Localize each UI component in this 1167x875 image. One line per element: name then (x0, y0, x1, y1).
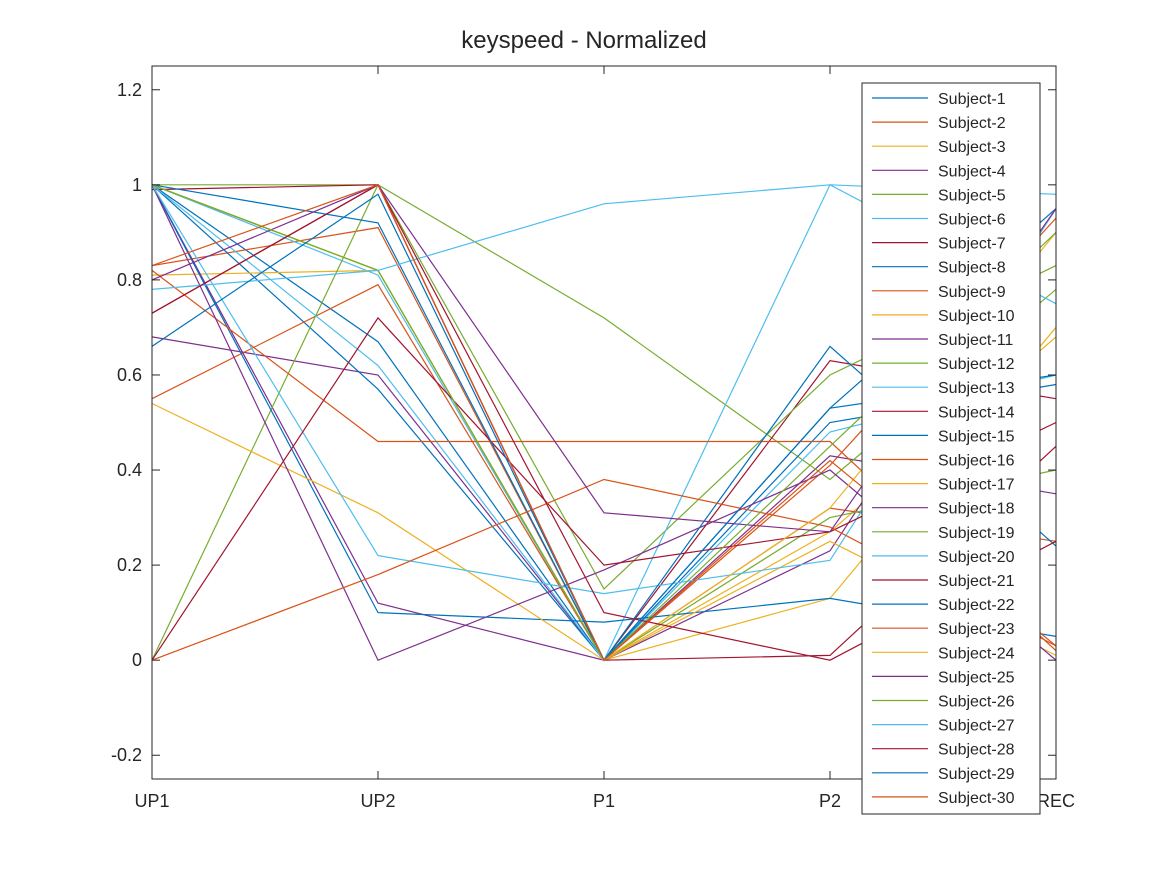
legend: Subject-1 Subject-2 Subject-3 Subject-4 Subj… (861, 82, 1041, 815)
legend-label: Subject-1 (938, 91, 1006, 108)
legend-label: Subject-30 (938, 790, 1015, 807)
legend-label: Subject-23 (938, 621, 1015, 638)
y-tick-label: 1 (132, 175, 142, 195)
legend-label: Subject-15 (938, 428, 1015, 445)
legend-label: Subject-9 (938, 284, 1006, 301)
legend-label: Subject-11 (938, 332, 1013, 349)
y-axis: -0.2 0 0.2 0.4 0.6 0.8 1 1.2 (111, 80, 1056, 765)
legend-label: Subject-8 (938, 260, 1006, 277)
x-tick-label: P2 (819, 791, 841, 811)
legend-label: Subject-16 (938, 453, 1015, 470)
legend-label: Subject-22 (938, 597, 1015, 614)
legend-label: Subject-20 (938, 549, 1015, 566)
y-tick-label: 0 (132, 650, 142, 670)
legend-label: Subject-28 (938, 742, 1015, 759)
legend-box (861, 82, 1041, 815)
legend-label: Subject-18 (938, 501, 1015, 518)
legend-label: Subject-7 (938, 236, 1006, 253)
legend-label: Subject-19 (938, 525, 1015, 542)
legend-label: Subject-2 (938, 115, 1006, 132)
y-tick-label: 0.6 (117, 365, 142, 385)
legend-label: Subject-21 (938, 573, 1015, 590)
legend-label: Subject-6 (938, 212, 1006, 229)
y-tick-label: 0.2 (117, 555, 142, 575)
x-tick-label: UP2 (360, 791, 395, 811)
legend-label: Subject-17 (938, 477, 1015, 494)
x-axis: UP1 UP2 P1 P2 REC (134, 66, 1075, 811)
legend-label: Subject-10 (938, 308, 1015, 325)
legend-label: Subject-26 (938, 694, 1015, 711)
x-tick-label: UP1 (134, 791, 169, 811)
legend-label: Subject-25 (938, 669, 1015, 686)
legend-label: Subject-5 (938, 187, 1006, 204)
y-tick-label: -0.2 (111, 745, 142, 765)
legend-label: Subject-27 (938, 718, 1015, 735)
legend-label: Subject-4 (938, 163, 1006, 180)
legend-label: Subject-12 (938, 356, 1015, 373)
y-tick-label: 0.4 (117, 460, 142, 480)
x-tick-label: REC (1037, 791, 1075, 811)
x-tick-label: P1 (593, 791, 615, 811)
legend-label: Subject-29 (938, 766, 1015, 783)
y-tick-label: 0.8 (117, 270, 142, 290)
chart-title: keyspeed - Normalized (461, 27, 706, 54)
legend-label: Subject-13 (938, 380, 1015, 397)
legend-label: Subject-24 (938, 645, 1015, 662)
y-tick-label: 1.2 (117, 80, 142, 100)
legend-label: Subject-14 (938, 404, 1015, 421)
legend-label: Subject-3 (938, 139, 1006, 156)
